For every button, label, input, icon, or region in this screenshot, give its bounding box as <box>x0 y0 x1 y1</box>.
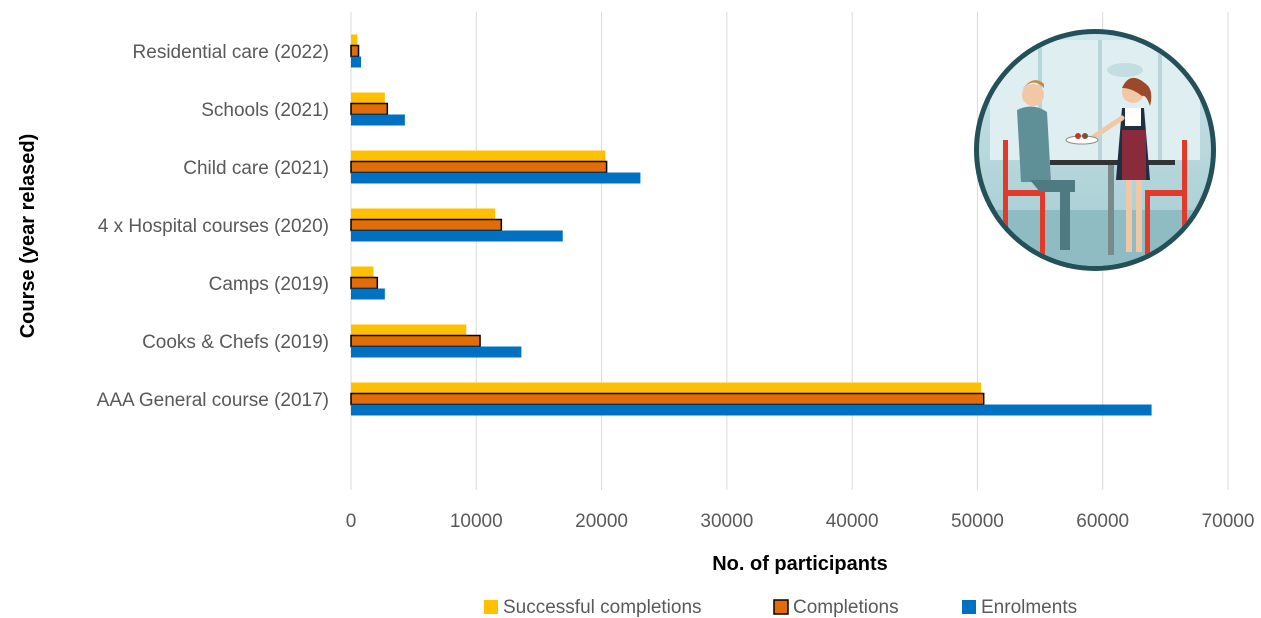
bar-enrolments <box>351 346 522 358</box>
bar-completions <box>350 276 379 290</box>
waiter-serving-diner-icon <box>974 29 1216 271</box>
bar-completions <box>350 334 481 348</box>
x-tick-label: 70000 <box>1202 511 1255 532</box>
bar-successful-completions <box>351 324 467 336</box>
legend-swatch <box>773 599 789 615</box>
category-label: Schools (2021) <box>201 100 329 121</box>
bar-completions <box>350 44 360 58</box>
legend: Successful completions Completions Enrolme… <box>484 597 1077 618</box>
legend-swatch <box>484 600 498 614</box>
bar-enrolments <box>351 56 362 68</box>
legend-label: Completions <box>793 597 899 618</box>
legend-label: Enrolments <box>981 597 1077 618</box>
x-tick-label: 60000 <box>1076 511 1129 532</box>
bar-completions <box>350 392 985 406</box>
bar-completions <box>350 102 389 116</box>
category-label: Cooks & Chefs (2019) <box>142 332 329 353</box>
legend-swatch <box>962 600 976 614</box>
bar-enrolments <box>351 404 1152 416</box>
bar-enrolments <box>351 288 385 300</box>
x-tick-label: 30000 <box>700 511 753 532</box>
x-tick-label: 10000 <box>450 511 503 532</box>
bar-successful-completions <box>351 266 374 278</box>
bar-completions <box>350 160 608 174</box>
bar-successful-completions <box>351 208 496 220</box>
bar-enrolments <box>351 172 641 184</box>
bar-enrolments <box>351 230 563 242</box>
x-axis-title: No. of participants <box>712 553 888 575</box>
x-tick-label: 50000 <box>951 511 1004 532</box>
x-tick-labels: 0 10000 20000 30000 40000 50000 60000 70000 <box>346 511 1255 532</box>
category-label: Child care (2021) <box>183 158 329 179</box>
category-label: Residential care (2022) <box>133 42 329 63</box>
category-label: 4 x Hospital courses (2020) <box>98 216 329 237</box>
bar-successful-completions <box>351 382 982 394</box>
category-label: Camps (2019) <box>209 274 329 295</box>
category-labels: AAA General course (2017) Cooks & Chefs (… <box>97 42 329 411</box>
bar-successful-completions <box>351 34 358 46</box>
x-tick-label: 40000 <box>826 511 879 532</box>
bar-successful-completions <box>351 150 606 162</box>
bar-completions <box>350 218 503 232</box>
x-tick-label: 0 <box>346 511 357 532</box>
category-label: AAA General course (2017) <box>97 390 329 411</box>
x-tick-label: 20000 <box>575 511 628 532</box>
bar-enrolments <box>351 114 405 126</box>
bar-successful-completions <box>351 92 385 104</box>
legend-label: Successful completions <box>503 597 702 618</box>
y-axis-title: Course (year relased) <box>17 134 39 339</box>
bars <box>350 34 1152 416</box>
